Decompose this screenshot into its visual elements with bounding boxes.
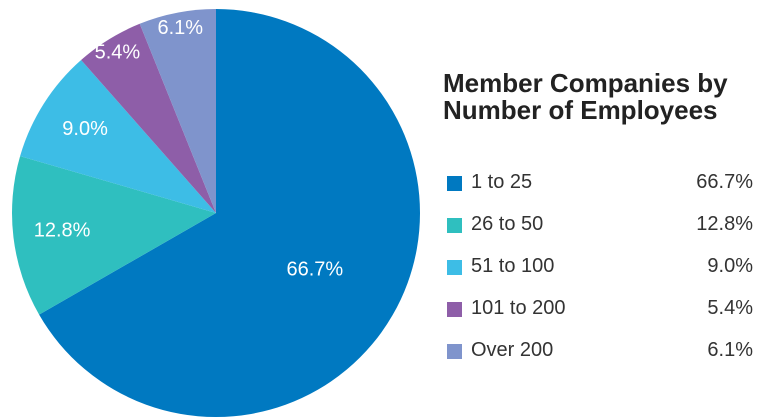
pie-slice bbox=[81, 23, 216, 213]
pie-slice bbox=[11, 156, 217, 315]
legend-item: 51 to 100 9.0% bbox=[447, 253, 753, 295]
legend-item: Over 200 6.1% bbox=[447, 337, 753, 379]
legend-label: 1 to 25 bbox=[471, 171, 533, 193]
legend-value: 12.8% bbox=[696, 213, 753, 235]
legend-swatch bbox=[447, 302, 462, 317]
legend: 1 to 25 66.7% 26 to 50 12.8% 51 to 100 9.0% 10… bbox=[447, 169, 753, 379]
legend-swatch bbox=[447, 344, 462, 359]
legend-swatch bbox=[447, 176, 462, 191]
pie-chart: 66.7% 12.8% 9.0% 5.4% 6.1% bbox=[11, 9, 420, 418]
legend-label: Over 200 bbox=[471, 339, 554, 361]
legend-label: 51 to 100 bbox=[471, 255, 555, 277]
slice-label: 66.7% bbox=[287, 259, 344, 281]
slice-label: 12.8% bbox=[34, 220, 91, 242]
pie-slice bbox=[20, 59, 217, 213]
chart-title: Member Companies by Number of Employees bbox=[443, 68, 728, 125]
legend-value: 9.0% bbox=[707, 255, 753, 277]
legend-swatch bbox=[447, 218, 462, 233]
slice-label: 6.1% bbox=[157, 17, 203, 39]
legend-label: 26 to 50 bbox=[471, 213, 544, 235]
legend-item: 1 to 25 66.7% bbox=[447, 169, 753, 211]
legend-swatch bbox=[447, 260, 462, 275]
pie-slice bbox=[139, 9, 216, 213]
legend-value: 5.4% bbox=[707, 297, 753, 319]
legend-item: 26 to 50 12.8% bbox=[447, 211, 753, 253]
legend-value: 6.1% bbox=[707, 339, 753, 361]
legend-value: 66.7% bbox=[696, 171, 753, 193]
slice-label: 9.0% bbox=[62, 118, 108, 140]
pie-slice bbox=[39, 9, 420, 418]
slice-label: 5.4% bbox=[95, 42, 141, 64]
legend-label: 101 to 200 bbox=[471, 297, 566, 319]
legend-item: 101 to 200 5.4% bbox=[447, 295, 753, 337]
